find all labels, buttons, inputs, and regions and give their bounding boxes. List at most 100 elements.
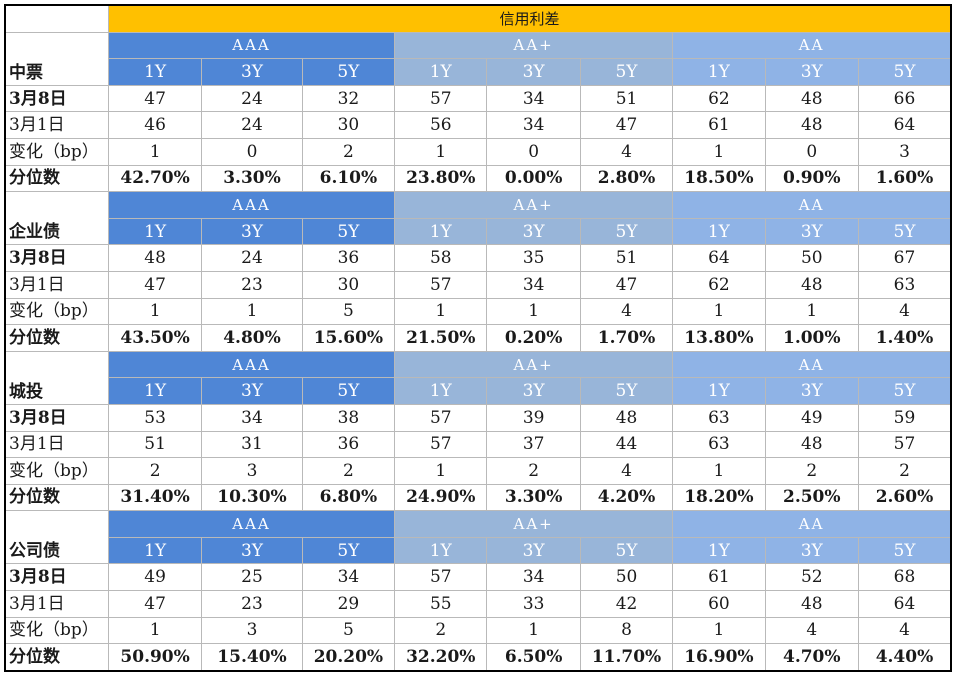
data-cell: 10.30%: [201, 483, 303, 512]
table-row: 变化（bp） 1 3 5 2 1 8 1 4 4: [4, 616, 952, 645]
grade-header: AAA: [107, 510, 396, 538]
row-label-current: 3月8日: [4, 244, 109, 272]
grade-header-row: 企业债 AAA AA+ AA: [4, 191, 952, 246]
tenor-header: 3Y: [764, 536, 859, 565]
data-cell: 8: [579, 616, 674, 645]
data-cell: 24: [201, 111, 303, 139]
data-cell: 51: [579, 244, 674, 272]
data-cell: 48: [764, 111, 859, 139]
data-cell: 38: [301, 403, 396, 432]
data-cell: 49: [764, 403, 859, 432]
data-cell: 48: [107, 244, 203, 272]
tenor-header: 5Y: [301, 58, 396, 86]
tenor-header: 5Y: [579, 58, 674, 86]
table-row: 3月8日 49 25 34 57 34 50 61 52 68: [4, 563, 952, 592]
table-row: 3月8日 53 34 38 57 39 48 63 49 59: [4, 403, 952, 432]
table-row: 分位数 43.50% 4.80% 15.60% 21.50% 0.20% 1.70% 13.8…: [4, 324, 952, 352]
grade-header: AA: [672, 191, 952, 219]
row-label-current: 3月8日: [4, 563, 109, 592]
data-cell: 57: [394, 430, 488, 459]
grade-header: AAA: [107, 31, 396, 60]
data-cell: 34: [486, 270, 581, 299]
data-cell: 32.20%: [394, 643, 488, 672]
row-label-current: 3月8日: [4, 84, 109, 113]
tenor-header: 3Y: [486, 58, 581, 86]
data-cell: 66: [857, 84, 952, 113]
grade-header-row: 中票 AAA AA+ AA: [4, 31, 952, 86]
data-cell: 36: [301, 244, 396, 272]
data-cell: 34: [301, 563, 396, 592]
data-cell: 5: [301, 297, 396, 326]
data-cell: 63: [672, 403, 766, 432]
data-cell: 2: [301, 137, 396, 166]
data-cell: 48: [764, 270, 859, 299]
data-cell: 15.40%: [201, 643, 303, 672]
data-cell: 25: [201, 563, 303, 592]
data-cell: 1: [107, 297, 203, 326]
data-cell: 63: [672, 430, 766, 459]
grade-header: AA: [672, 510, 952, 538]
table-row: 3月1日 47 23 29 55 33 42 60 48 64: [4, 590, 952, 618]
tenor-header: 5Y: [301, 536, 396, 565]
data-cell: 67: [857, 244, 952, 272]
data-cell: 68: [857, 563, 952, 592]
data-cell: 39: [486, 403, 581, 432]
tenor-header: 3Y: [201, 377, 303, 405]
grade-header: AA+: [394, 510, 674, 538]
data-cell: 1: [486, 297, 581, 326]
data-cell: 21.50%: [394, 324, 488, 352]
data-cell: 48: [764, 590, 859, 618]
row-label-change: 变化（bp）: [4, 137, 109, 166]
data-cell: 4: [857, 616, 952, 645]
data-cell: 53: [107, 403, 203, 432]
data-cell: 4: [579, 457, 674, 485]
data-cell: 1: [107, 137, 203, 166]
data-cell: 47: [107, 84, 203, 113]
section-name: 中票: [4, 31, 109, 86]
data-cell: 6.80%: [301, 483, 396, 512]
tenor-header: 1Y: [394, 377, 488, 405]
data-cell: 59: [857, 403, 952, 432]
data-cell: 3.30%: [201, 164, 303, 193]
table-row: 分位数 31.40% 10.30% 6.80% 24.90% 3.30% 4.20% 18.2…: [4, 483, 952, 512]
data-cell: 48: [764, 84, 859, 113]
tenor-header: 1Y: [394, 58, 488, 86]
data-cell: 23: [201, 270, 303, 299]
data-cell: 20.20%: [301, 643, 396, 672]
tenor-header: 5Y: [857, 58, 952, 86]
data-cell: 56: [394, 111, 488, 139]
tenor-header: 1Y: [672, 536, 766, 565]
tenor-header-row: 1Y 3Y 5Y 1Y 3Y 5Y 1Y 3Y 5Y: [5, 377, 952, 405]
data-cell: 49: [107, 563, 203, 592]
data-cell: 4.40%: [857, 643, 952, 672]
data-cell: 57: [857, 430, 952, 459]
data-cell: 1: [394, 137, 488, 166]
grade-header: AA: [672, 31, 952, 60]
tenor-header: 3Y: [764, 217, 859, 246]
data-cell: 60: [672, 590, 766, 618]
tenor-header: 3Y: [201, 58, 303, 86]
grade-header: AAA: [107, 350, 396, 379]
data-cell: 64: [857, 590, 952, 618]
table-row: 3月8日 48 24 36 58 35 51 64 50 67: [4, 244, 952, 272]
data-cell: 23: [201, 590, 303, 618]
data-cell: 63: [857, 270, 952, 299]
table-row: 3月1日 46 24 30 56 34 47 61 48 64: [4, 111, 952, 139]
grade-header: AA: [672, 350, 952, 379]
data-cell: 30: [301, 270, 396, 299]
title-row: 信用利差: [4, 4, 952, 33]
data-cell: 48: [579, 403, 674, 432]
data-cell: 34: [486, 84, 581, 113]
section-name: 企业债: [4, 191, 109, 246]
grade-header: AA+: [394, 191, 674, 219]
tenor-header: 1Y: [672, 377, 766, 405]
data-cell: 4.20%: [579, 483, 674, 512]
data-cell: 1: [672, 297, 766, 326]
row-label-previous: 3月1日: [4, 270, 109, 299]
data-cell: 4: [579, 297, 674, 326]
row-label-current: 3月8日: [4, 403, 109, 432]
data-cell: 51: [107, 430, 203, 459]
data-cell: 57: [394, 84, 488, 113]
data-cell: 64: [672, 244, 766, 272]
data-cell: 24.90%: [394, 483, 488, 512]
